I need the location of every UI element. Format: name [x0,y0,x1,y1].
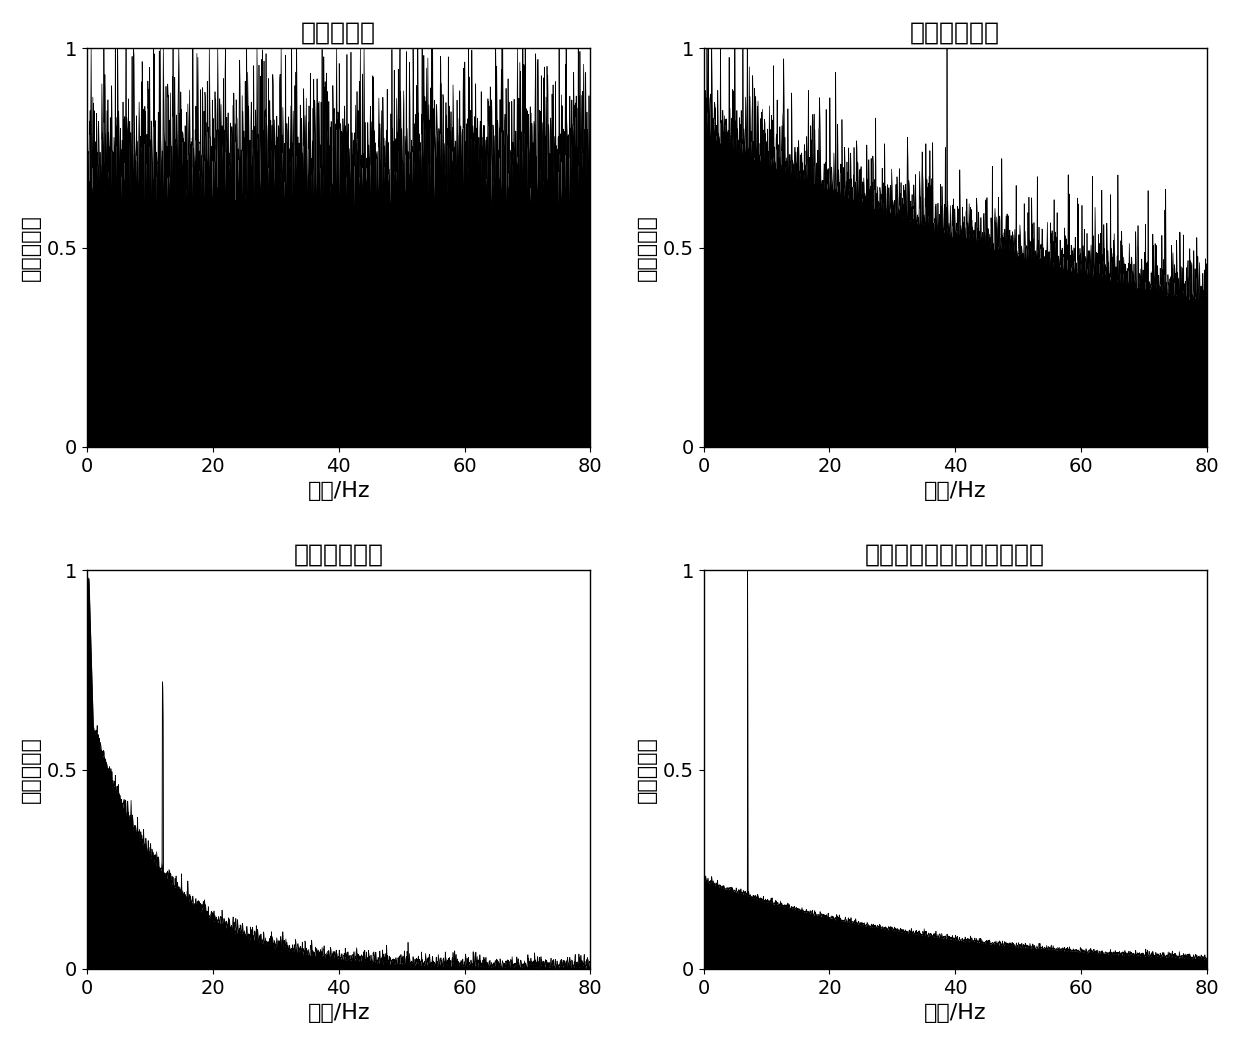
Title: 随机共振方法: 随机共振方法 [294,543,383,567]
Y-axis label: 归一化幅度: 归一化幅度 [21,214,41,281]
Y-axis label: 归一化幅度: 归一化幅度 [637,736,657,803]
X-axis label: 频率/Hz: 频率/Hz [924,1003,987,1023]
Y-axis label: 归一化幅度: 归一化幅度 [21,736,41,803]
X-axis label: 频率/Hz: 频率/Hz [308,1003,370,1023]
Title: 模方谱方法: 模方谱方法 [301,21,376,45]
Y-axis label: 归一化幅度: 归一化幅度 [637,214,657,281]
X-axis label: 频率/Hz: 频率/Hz [924,481,987,501]
X-axis label: 频率/Hz: 频率/Hz [308,481,370,501]
Title: 随机共振联合小波变换方法: 随机共振联合小波变换方法 [866,543,1045,567]
Title: 小波变换方法: 小波变换方法 [910,21,1001,45]
